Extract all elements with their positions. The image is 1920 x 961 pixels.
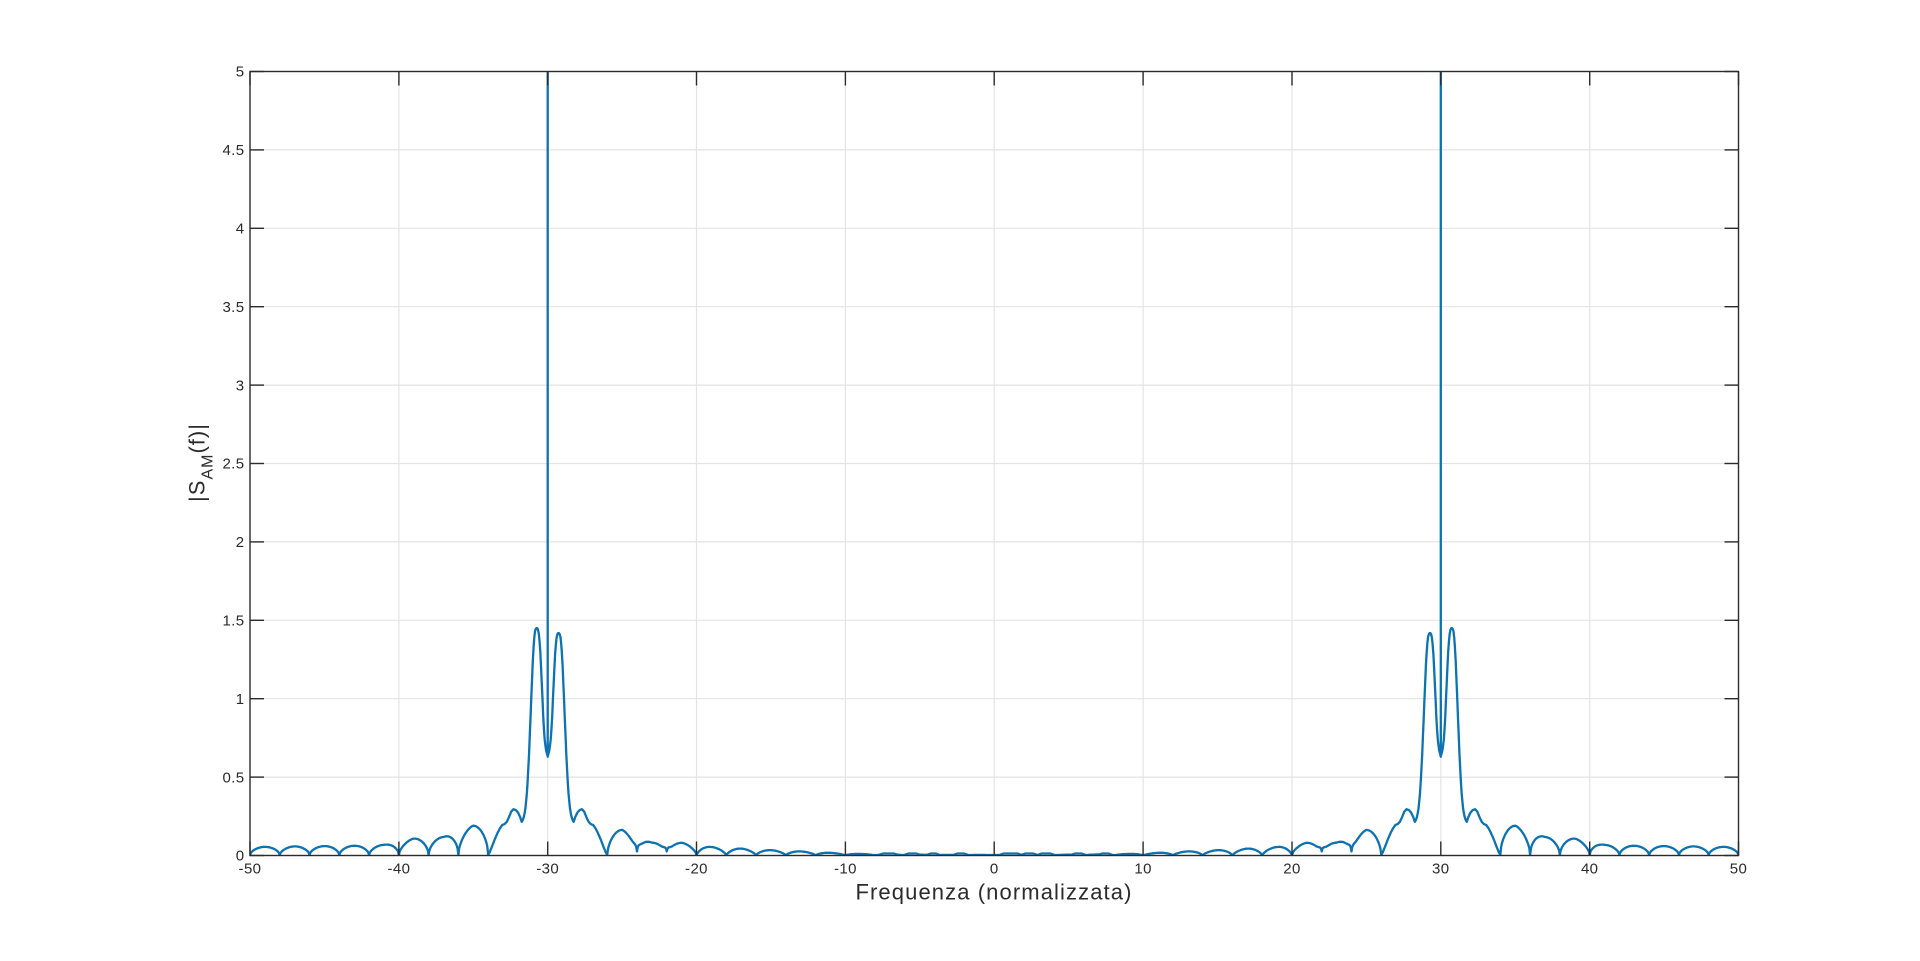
svg-text:20: 20 [1283,861,1301,878]
svg-text:30: 30 [1432,861,1450,878]
svg-text:1: 1 [236,691,245,708]
svg-text:5: 5 [236,64,245,81]
svg-text:2.5: 2.5 [222,456,244,473]
svg-text:0: 0 [236,848,245,865]
svg-text:-30: -30 [536,861,559,878]
svg-text:-50: -50 [239,861,262,878]
svg-text:-40: -40 [387,861,410,878]
svg-text:40: 40 [1581,861,1599,878]
svg-text:50: 50 [1730,861,1748,878]
svg-text:-20: -20 [685,861,708,878]
svg-text:0: 0 [990,861,999,878]
svg-text:0.5: 0.5 [222,769,244,786]
svg-text:10: 10 [1134,861,1152,878]
svg-text:1.5: 1.5 [222,613,244,630]
svg-text:4: 4 [236,221,245,238]
svg-text:Frequenza (normalizzata): Frequenza (normalizzata) [855,880,1132,905]
svg-text:3.5: 3.5 [222,299,244,316]
svg-text:2: 2 [236,534,245,551]
svg-text:-10: -10 [834,861,857,878]
svg-text:3: 3 [236,377,245,394]
svg-text:4.5: 4.5 [222,142,244,159]
